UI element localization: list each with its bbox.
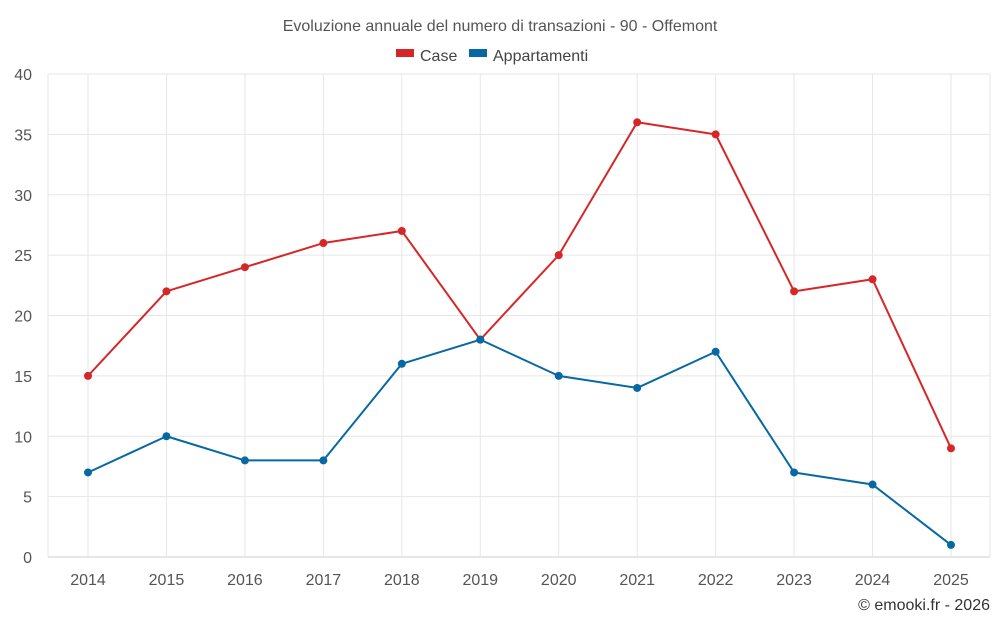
data-point-case[interactable] <box>162 287 171 296</box>
data-point-case[interactable] <box>319 239 328 248</box>
x-tick-label: 2015 <box>149 572 185 589</box>
y-tick-label: 10 <box>14 429 32 446</box>
data-point-appartamenti[interactable] <box>84 468 92 477</box>
data-point-appartamenti[interactable] <box>711 347 720 356</box>
x-tick-label: 2017 <box>306 572 342 589</box>
data-point-case[interactable] <box>947 444 955 453</box>
data-point-appartamenti[interactable] <box>868 480 877 489</box>
y-tick-label: 40 <box>14 67 32 84</box>
y-axis: 0 5 10 15 20 25 30 35 40 <box>14 67 32 567</box>
x-tick-label: 2020 <box>541 572 577 589</box>
data-point-appartamenti[interactable] <box>162 432 171 441</box>
legend: Case Appartamenti <box>396 48 588 65</box>
credit-text: © emooki.fr - 2026 <box>858 597 990 614</box>
legend-label-case: Case <box>420 48 457 65</box>
data-point-appartamenti[interactable] <box>633 383 642 392</box>
x-tick-label: 2021 <box>619 572 655 589</box>
data-point-case[interactable] <box>790 287 799 296</box>
series <box>84 118 955 549</box>
x-tick-label: 2018 <box>384 572 420 589</box>
y-tick-label: 35 <box>14 127 32 144</box>
x-tick-label: 2014 <box>70 572 106 589</box>
x-tick-label: 2023 <box>776 572 812 589</box>
x-axis: 2014 2015 2016 2017 2018 2019 2020 2021 2022 2023… <box>70 572 969 589</box>
data-point-appartamenti[interactable] <box>240 456 249 465</box>
data-point-case[interactable] <box>554 251 563 260</box>
grid <box>47 73 991 558</box>
data-point-appartamenti[interactable] <box>554 371 563 380</box>
data-point-case[interactable] <box>868 275 877 284</box>
data-point-appartamenti[interactable] <box>947 540 955 549</box>
data-point-case[interactable] <box>84 371 92 380</box>
y-tick-label: 20 <box>14 309 32 326</box>
data-point-appartamenti[interactable] <box>397 359 406 368</box>
y-tick-label: 0 <box>23 550 32 567</box>
x-tick-label: 2025 <box>933 572 969 589</box>
y-tick-label: 5 <box>23 490 32 507</box>
data-point-case[interactable] <box>633 118 642 127</box>
y-tick-label: 25 <box>14 248 32 265</box>
data-point-case[interactable] <box>240 263 249 272</box>
x-tick-label: 2022 <box>698 572 734 589</box>
x-tick-label: 2016 <box>227 572 263 589</box>
legend-swatch-case <box>396 49 414 57</box>
data-point-appartamenti[interactable] <box>319 456 328 465</box>
data-point-appartamenti[interactable] <box>476 335 485 344</box>
chart-title: Evoluzione annuale del numero di transaz… <box>283 18 718 35</box>
x-tick-label: 2024 <box>855 572 891 589</box>
data-point-case[interactable] <box>397 226 406 235</box>
x-tick-label: 2019 <box>462 572 498 589</box>
data-point-appartamenti[interactable] <box>790 468 799 477</box>
data-point-case[interactable] <box>711 130 720 139</box>
y-tick-label: 30 <box>14 188 32 205</box>
series-line-case <box>87 121 952 449</box>
legend-label-appartamenti: Appartamenti <box>493 48 588 65</box>
y-tick-label: 15 <box>14 369 32 386</box>
series-line-appartamenti <box>87 338 952 546</box>
legend-swatch-appartamenti <box>469 49 487 57</box>
